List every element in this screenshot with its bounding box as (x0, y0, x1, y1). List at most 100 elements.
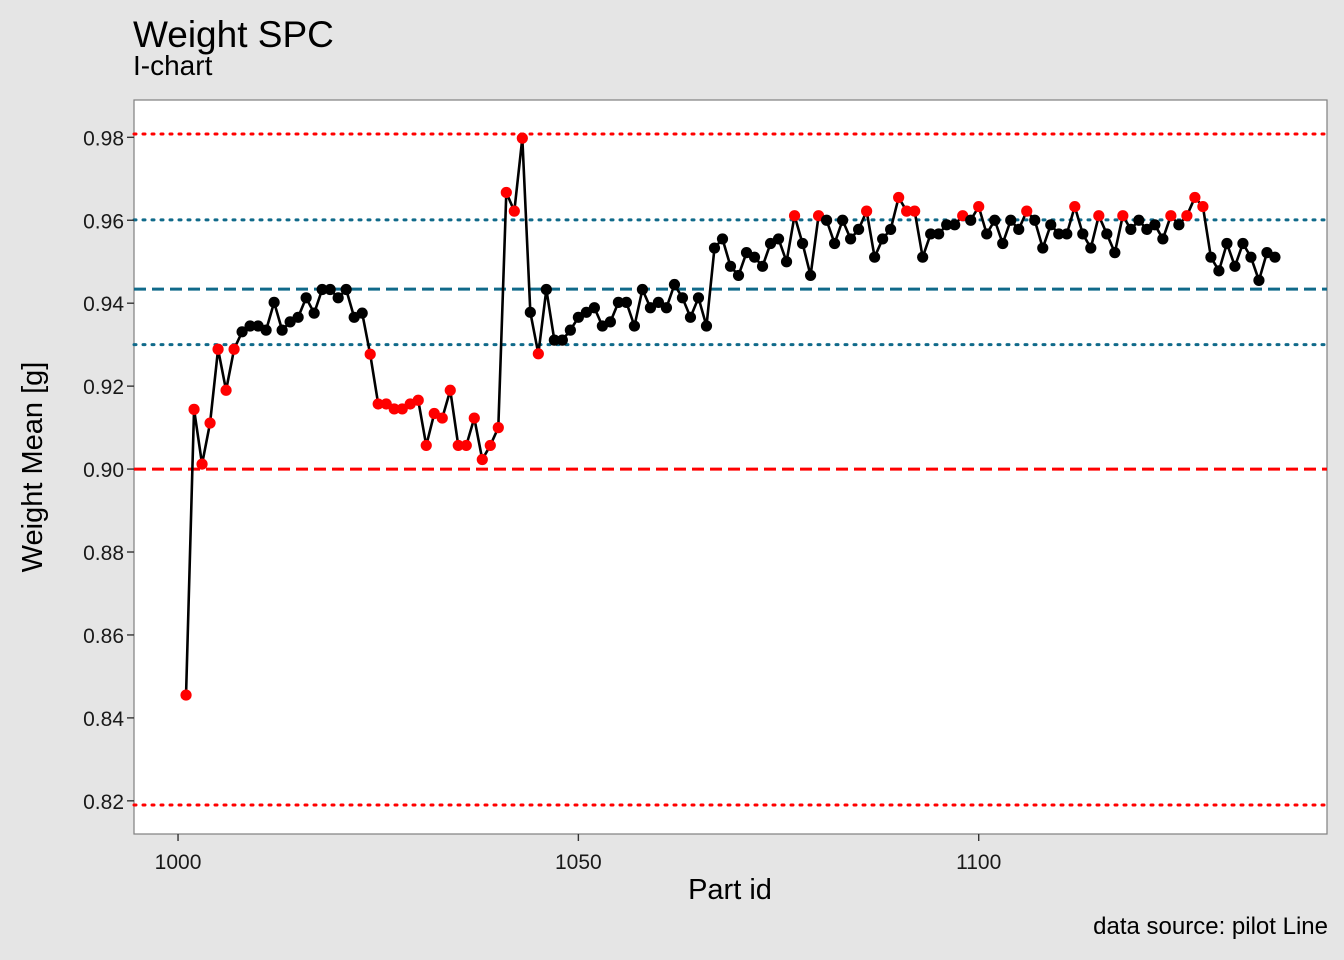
data-point (692, 292, 705, 304)
out-of-rule-point (484, 439, 496, 452)
data-point (917, 251, 929, 263)
out-of-rule-point (468, 412, 480, 424)
data-point (1253, 274, 1265, 286)
data-point (716, 233, 729, 245)
control-limit-lines (132, 132, 1329, 807)
data-point (340, 283, 352, 296)
data-point (748, 251, 761, 263)
out-of-rule-point (220, 384, 232, 396)
data-point (316, 283, 328, 296)
y-tick-label: 0.82 (83, 791, 124, 814)
data-point (588, 302, 600, 314)
data-point (997, 237, 1009, 250)
data-point (925, 228, 937, 240)
data-point (556, 334, 568, 346)
data-point (981, 228, 993, 240)
data-point (820, 214, 833, 226)
data-point (644, 302, 657, 314)
data-point (796, 237, 809, 250)
data-point (308, 307, 320, 319)
data-point (572, 311, 584, 323)
data-point (548, 334, 560, 346)
data-point (668, 278, 681, 291)
x-tick-label: 1100 (956, 851, 1001, 874)
plot-panel (133, 99, 1328, 835)
data-point (933, 228, 945, 240)
data-point (965, 214, 977, 226)
data-point (324, 283, 336, 296)
series-layer (180, 132, 1281, 701)
out-of-rule-point (388, 403, 400, 415)
data-point (1005, 214, 1017, 226)
data-point (772, 233, 785, 245)
data-point (869, 251, 881, 263)
data-point (1173, 219, 1185, 231)
out-of-rule-point (228, 343, 240, 355)
out-of-rule-point (460, 439, 472, 452)
data-point (652, 296, 665, 308)
data-source-caption: data source: pilot Line (1093, 913, 1328, 940)
data-point (756, 260, 769, 272)
y-tick-label: 0.88 (83, 542, 124, 565)
data-point (332, 292, 344, 304)
data-point (1149, 219, 1161, 231)
data-point (1085, 242, 1097, 254)
data-point (1125, 223, 1137, 235)
data-point (1109, 247, 1121, 259)
data-point (853, 223, 865, 235)
out-of-rule-point (1093, 210, 1105, 222)
out-of-rule-point (1021, 205, 1033, 217)
data-point (877, 233, 889, 245)
data-point (1045, 219, 1057, 231)
out-of-rule-point (372, 398, 384, 410)
data-point (244, 320, 256, 332)
y-tick-label: 0.98 (83, 127, 124, 150)
y-tick-label: 0.96 (83, 210, 124, 233)
y-tick-label: 0.94 (83, 293, 124, 316)
out-of-rule-point (412, 394, 424, 406)
data-point (1205, 251, 1217, 263)
out-of-rule-point (196, 458, 208, 470)
out-of-rule-point (788, 210, 801, 222)
data-point (276, 324, 288, 336)
out-of-rule-point (532, 348, 544, 360)
data-point (885, 223, 897, 235)
data-point (1077, 228, 1089, 240)
data-point (1237, 237, 1249, 250)
data-point (676, 292, 689, 304)
out-of-rule-point (188, 403, 200, 415)
out-of-rule-point (1165, 210, 1177, 222)
out-of-rule-point (380, 398, 392, 410)
data-point (989, 214, 1001, 226)
data-point (628, 320, 641, 332)
data-point (300, 292, 312, 304)
data-point (804, 269, 817, 282)
out-of-rule-point (901, 205, 913, 217)
data-point (1037, 242, 1049, 254)
data-point (828, 237, 841, 250)
data-point (660, 302, 673, 314)
data-point (236, 326, 248, 338)
out-of-rule-point (1197, 200, 1209, 213)
out-of-rule-point (212, 343, 224, 355)
data-point (780, 256, 793, 268)
data-point (604, 316, 616, 328)
out-of-rule-point (396, 403, 408, 415)
data-point (732, 269, 745, 282)
data-point (564, 324, 576, 336)
out-of-rule-point (444, 384, 456, 396)
out-of-rule-point (1181, 210, 1193, 222)
out-of-rule-point (1189, 191, 1201, 204)
out-of-rule-point (492, 422, 504, 434)
data-point (1213, 265, 1225, 277)
data-point (941, 219, 953, 231)
data-point (724, 260, 737, 272)
data-point (1229, 260, 1241, 272)
data-point (1101, 228, 1113, 240)
out-of-rule-point (204, 417, 216, 429)
x-tick-label: 1050 (555, 851, 602, 874)
data-point (540, 283, 552, 296)
out-of-rule-point (452, 439, 464, 452)
data-point (636, 283, 649, 296)
